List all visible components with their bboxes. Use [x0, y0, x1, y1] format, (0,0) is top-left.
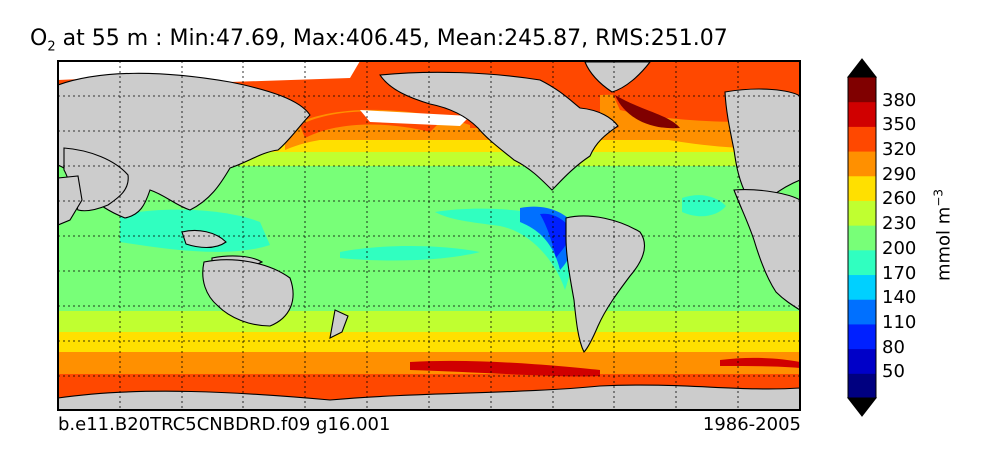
colorbar-max-extension — [846, 58, 878, 78]
title-subscript: 2 — [47, 39, 56, 55]
colorbar-segment — [848, 200, 876, 226]
colorbar-tick-label: 50 — [882, 361, 905, 383]
atlantic-170 — [682, 195, 726, 217]
colorbar-segment — [848, 323, 876, 350]
southern-ocean-350 — [410, 360, 600, 377]
title-variable: O — [30, 26, 48, 51]
colorbar-segment — [848, 151, 876, 177]
colorbar — [846, 58, 878, 417]
colorbar-tick-label: 110 — [882, 311, 917, 333]
africa — [733, 189, 800, 311]
colorbar-tick-label: 350 — [882, 114, 917, 136]
colorbar-segment — [848, 373, 876, 399]
colorbar-min-extension — [846, 397, 878, 417]
colorbar-tick-label: 260 — [882, 188, 917, 210]
footer-period: 1986-2005 — [702, 414, 801, 435]
colorbar-frame — [847, 76, 877, 399]
map-title: O2 at 55 m : Min:47.69, Max:406.45, Mean… — [30, 26, 728, 54]
colorbar-segment — [848, 126, 876, 152]
footer-case-name: b.e11.B20TRC5CNBDRD.f09 g16.001 — [58, 414, 391, 435]
pacific-170 — [340, 246, 480, 261]
colorbar-tick-label: 80 — [882, 336, 905, 358]
colorbar-unit-label: mmol m−3 — [932, 189, 955, 281]
arctic-sea-ice — [58, 61, 360, 82]
borneo — [181, 229, 227, 249]
colorbar-tick-label: 230 — [882, 213, 917, 235]
greenland — [584, 61, 652, 93]
colorbar-segment — [848, 299, 876, 325]
graticule — [58, 61, 800, 410]
colorbar-tick-label: 170 — [882, 262, 917, 284]
colorbar-tick-label: 200 — [882, 237, 917, 259]
colorbar-unit-base: mmol m — [933, 206, 955, 282]
africa-east — [58, 175, 83, 226]
bering-sea-ice — [360, 110, 470, 126]
ocean-map — [58, 61, 800, 410]
colorbar-tick-label: 290 — [882, 163, 917, 185]
colorbar-tick-label: 320 — [882, 139, 917, 161]
colorbar-segment — [848, 101, 876, 127]
southern-ocean-350-b — [720, 357, 800, 368]
south-america — [565, 215, 645, 353]
colorbar-segment — [848, 249, 876, 276]
colorbar-segment — [848, 77, 876, 103]
labrador-sea-380 — [615, 95, 680, 129]
map-frame — [57, 60, 801, 411]
colorbar-tick-label: 380 — [882, 89, 917, 111]
colorbar-segment — [848, 274, 876, 300]
colorbar-segment — [848, 348, 876, 374]
new-zealand — [329, 309, 349, 339]
title-stats: at 55 m : Min:47.69, Max:406.45, Mean:24… — [55, 26, 728, 51]
colorbar-tick-label: 140 — [882, 287, 917, 309]
colorbar-segment — [848, 175, 876, 201]
omz-80 — [540, 213, 572, 258]
colorbar-segment — [848, 225, 876, 251]
australia — [202, 259, 294, 327]
colorbar-unit-exponent: −3 — [931, 188, 946, 207]
